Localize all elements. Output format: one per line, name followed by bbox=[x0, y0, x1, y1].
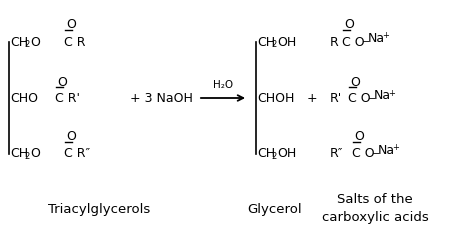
Text: C R″: C R″ bbox=[64, 147, 90, 160]
Text: +: + bbox=[382, 31, 389, 40]
Text: O: O bbox=[344, 18, 354, 31]
Text: OH: OH bbox=[277, 147, 296, 160]
Text: CH: CH bbox=[257, 35, 275, 48]
Text: C O: C O bbox=[352, 147, 374, 160]
Text: C R': C R' bbox=[55, 92, 80, 105]
Text: O: O bbox=[354, 130, 364, 143]
Text: +: + bbox=[307, 92, 317, 105]
Text: 2: 2 bbox=[271, 40, 276, 49]
Text: O: O bbox=[66, 130, 76, 143]
Text: O: O bbox=[30, 35, 40, 48]
Text: R″: R″ bbox=[330, 147, 343, 160]
Text: O: O bbox=[66, 18, 76, 31]
Text: Na: Na bbox=[368, 32, 385, 45]
Text: CHO: CHO bbox=[10, 92, 38, 105]
Text: C R: C R bbox=[64, 35, 85, 48]
Text: CH: CH bbox=[10, 35, 28, 48]
Text: Glycerol: Glycerol bbox=[248, 203, 302, 216]
Text: R': R' bbox=[330, 92, 342, 105]
Text: O: O bbox=[350, 75, 360, 88]
Text: OH: OH bbox=[277, 35, 296, 48]
Text: Na: Na bbox=[378, 144, 395, 157]
Text: C O: C O bbox=[348, 92, 371, 105]
Text: CHOH: CHOH bbox=[257, 92, 294, 105]
Text: +: + bbox=[388, 88, 395, 97]
Text: −: − bbox=[372, 148, 380, 158]
Text: C O: C O bbox=[342, 35, 365, 48]
Text: Triacylglycerols: Triacylglycerols bbox=[48, 203, 150, 216]
Text: + 3 NaOH: + 3 NaOH bbox=[130, 92, 193, 105]
Text: Salts of the: Salts of the bbox=[337, 193, 413, 206]
Text: 2: 2 bbox=[24, 40, 29, 49]
Text: 2: 2 bbox=[271, 152, 276, 161]
Text: +: + bbox=[392, 143, 399, 152]
Text: −: − bbox=[368, 94, 376, 104]
Text: −: − bbox=[362, 37, 370, 47]
Text: 2: 2 bbox=[24, 152, 29, 161]
Text: CH: CH bbox=[257, 147, 275, 160]
Text: R: R bbox=[330, 35, 339, 48]
Text: O: O bbox=[30, 147, 40, 160]
Text: O: O bbox=[57, 75, 67, 88]
Text: H₂O: H₂O bbox=[213, 80, 233, 90]
Text: carboxylic acids: carboxylic acids bbox=[322, 211, 428, 224]
Text: Na: Na bbox=[374, 89, 391, 102]
Text: CH: CH bbox=[10, 147, 28, 160]
